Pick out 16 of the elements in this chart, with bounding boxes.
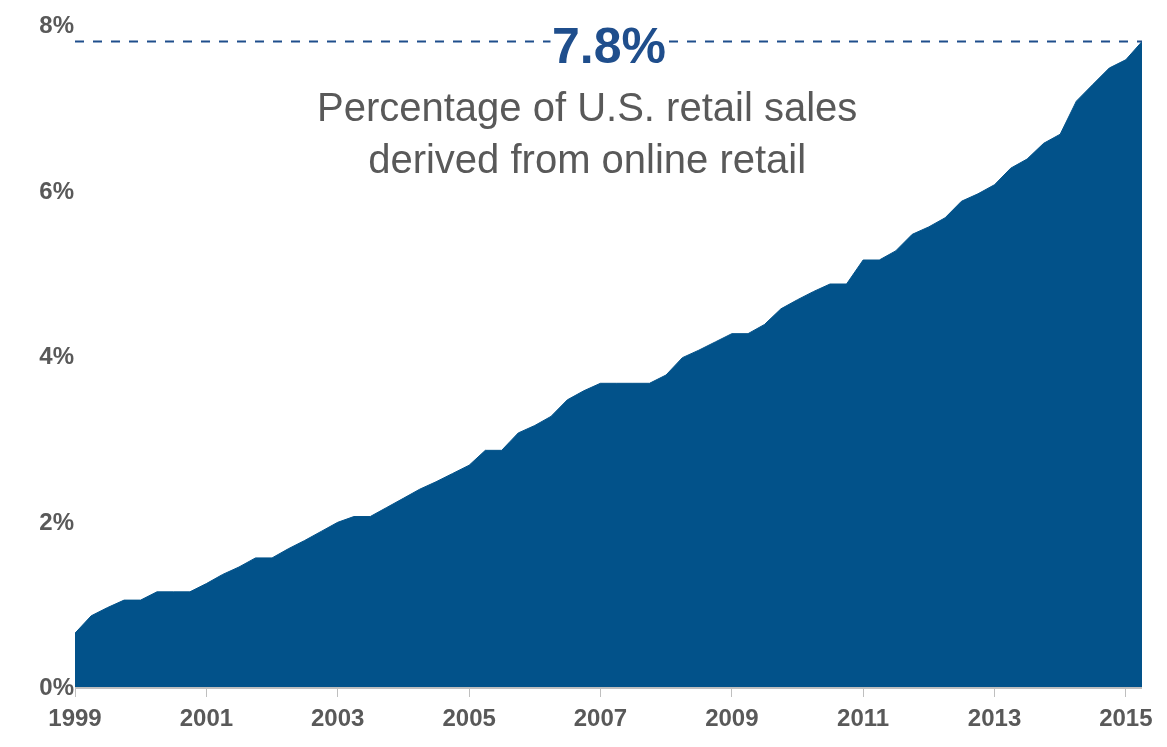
x-tick-label: 2005 [442, 703, 496, 731]
y-tick-label: 8% [39, 11, 74, 39]
x-tick-label: 2013 [967, 703, 1022, 731]
x-tick-label: 2007 [573, 703, 628, 731]
y-tick-label: 2% [39, 507, 74, 535]
y-tick-label: 6% [39, 176, 74, 204]
ref-line-label: 7.8% [552, 18, 666, 74]
x-tick-label: 2009 [705, 703, 759, 731]
x-tick-label: 2001 [179, 703, 234, 731]
y-tick-label: 4% [39, 342, 74, 370]
x-tick-label: 2011 [837, 703, 890, 731]
x-tick-label: 2015 [1099, 703, 1153, 731]
x-tick-label: 2003 [311, 703, 365, 731]
annotation: Percentage of U.S. retail sales derived from online retail [317, 85, 858, 181]
x-tick-label: 1999 [48, 703, 102, 731]
y-tick-label: 0% [39, 673, 74, 701]
